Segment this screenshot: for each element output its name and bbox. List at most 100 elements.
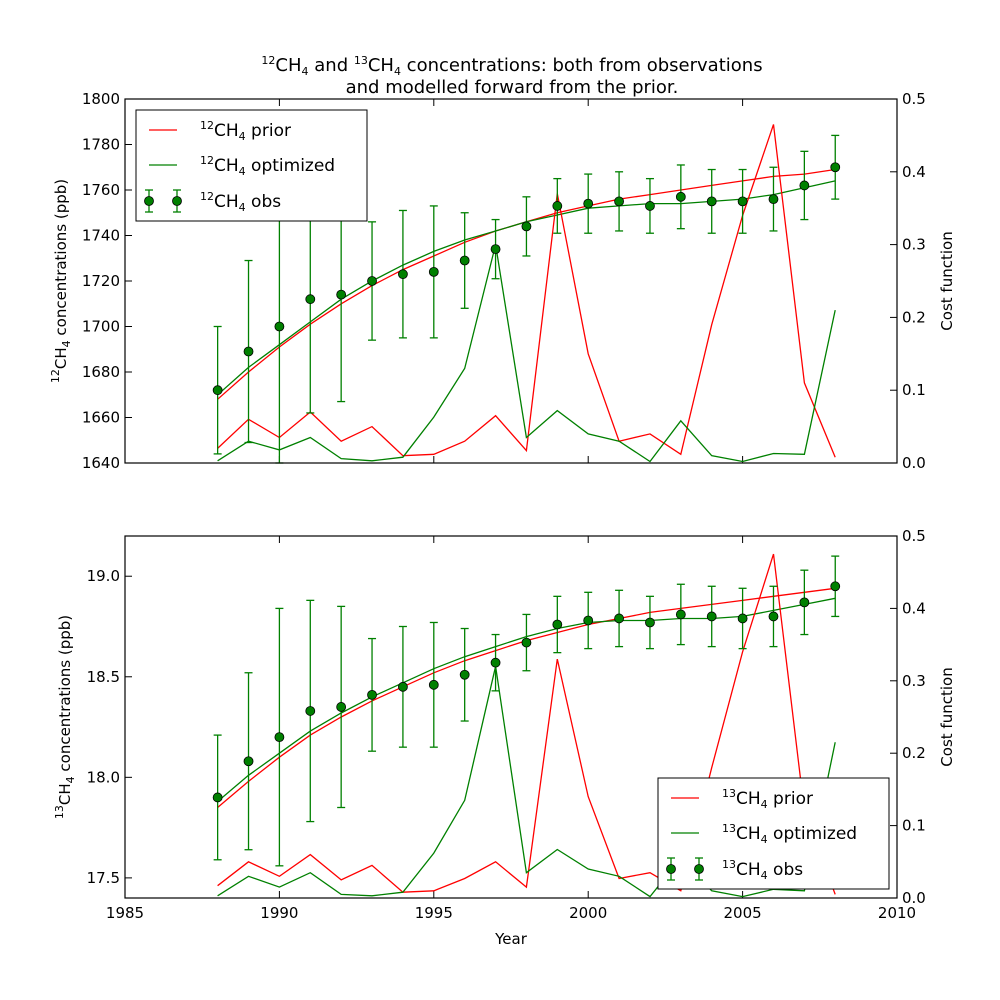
y-tick-label: 17.5 [87,869,120,887]
legend: 13CH4 prior 13CH4 optimized 13CH4 obs [657,777,890,890]
obs-point [336,702,347,712]
series-line-prior_cost [217,124,836,458]
y-tick-label: 1640 [82,454,120,472]
obs-point [459,255,470,266]
legend-obs-marker [144,196,154,206]
obs-point [737,196,748,207]
obs-point [336,289,347,300]
obs-point [768,194,779,205]
obs-point [490,244,501,255]
y2-tick-label: 0.3 [902,236,926,254]
obs-point [706,196,717,207]
x-tick-label: 1985 [106,904,144,922]
obs-point [706,611,717,622]
y2-tick-label: 0.1 [902,817,926,835]
y2-tick-label: 0.2 [902,308,926,326]
y-tick-label: 1720 [82,272,120,290]
legend-obs-marker [172,196,182,206]
obs-point [830,581,841,592]
series-line-optimized_cost [217,666,836,898]
obs-point [737,613,748,624]
y-tick-label: 1800 [82,90,120,108]
obs-point [521,221,532,232]
obs-point [274,732,285,743]
obs-point [799,597,810,608]
x-axis-label: Year [494,930,528,948]
obs-point [675,191,686,202]
legend: 12CH4 prior 12CH4 optimized 12CH4 obs [135,109,368,222]
obs-point [243,346,254,357]
plot-frame [124,98,898,464]
obs-point [583,615,594,626]
y-tick-label: 1760 [82,181,120,199]
y-tick-label: 1700 [82,318,120,336]
y-tick-label: 1740 [82,227,120,245]
plot-frame [124,535,898,899]
legend-label-obs: 13CH4 obs [722,858,803,882]
y2-tick-label: 0.0 [902,889,926,907]
legend-label-optimized: 12CH4 optimized [200,154,335,178]
obs-point [243,756,254,767]
legend-obs-marker [666,864,676,874]
series-line-optimized_cost [217,244,836,463]
y-tick-label: 1680 [82,363,120,381]
obs-point [398,681,408,692]
y2-tick-label: 0.5 [902,527,926,545]
obs-point [768,611,779,622]
obs-point [305,294,316,305]
obs-point [799,180,810,191]
obs-point [274,321,285,332]
obs-point [428,266,439,277]
obs-point [398,269,408,280]
obs-point [367,276,377,286]
y-tick-label: 18.0 [87,768,120,786]
x-tick-label: 1995 [415,904,453,922]
obs-point [212,385,223,396]
x-tick-label: 2010 [878,904,916,922]
obs-point [459,669,470,680]
y2-tick-label: 0.1 [902,381,926,399]
legend-label-obs: 12CH4 obs [200,190,281,214]
obs-point [552,201,563,211]
obs-point [490,657,501,668]
obs-point [645,617,655,628]
obs-point [583,198,594,209]
bottom-panel: 1985 1990 1995 2000 2005 2010 17.5 18.0 18.5 19.0… [53,527,956,948]
obs-point [645,201,655,211]
y2-axis-label: Cost function [938,667,956,766]
obs-point [675,609,686,620]
y2-tick-label: 0.4 [902,599,926,617]
x-tick-label: 2005 [724,904,762,922]
series-line-prior_cost [217,553,836,895]
x-tick-label: 1990 [260,904,298,922]
y-tick-label: 1780 [82,136,120,154]
obs-point [552,619,563,630]
obs-point [830,162,841,173]
obs-point [428,679,439,690]
y2-tick-label: 0.5 [902,90,926,108]
top-panel: 1640 1660 1680 1700 1720 1740 1760 1780 1800 0.0 0… [49,90,956,472]
y-axis-label: 12CH4 concentrations (ppb) [49,179,73,383]
y2-axis-label: Cost function [938,231,956,330]
obs-point [305,706,316,716]
y-axis-label: 13CH4 concentrations (ppb) [53,615,77,819]
obs-point [521,637,532,648]
legend-label-optimized: 13CH4 optimized [722,822,857,846]
obs-point [614,613,624,624]
legend-label-prior: 13CH4 prior [722,787,813,811]
obs-point [367,689,377,700]
y2-tick-label: 0.4 [902,163,926,181]
y2-tick-label: 0.2 [902,744,926,762]
legend-label-prior: 12CH4 prior [200,119,291,143]
y2-tick-label: 0.3 [902,672,926,690]
y-tick-label: 18.5 [87,668,120,686]
legend-obs-marker [694,864,704,874]
obs-point [212,792,223,803]
y-tick-label: 1660 [82,409,120,427]
obs-point [614,196,624,207]
y-tick-label: 19.0 [87,567,120,585]
chart-title-line-1: 12CH4 and 13CH4 concentrations: both fro… [261,54,762,78]
y2-tick-label: 0.0 [902,454,926,472]
x-tick-label: 2000 [569,904,607,922]
